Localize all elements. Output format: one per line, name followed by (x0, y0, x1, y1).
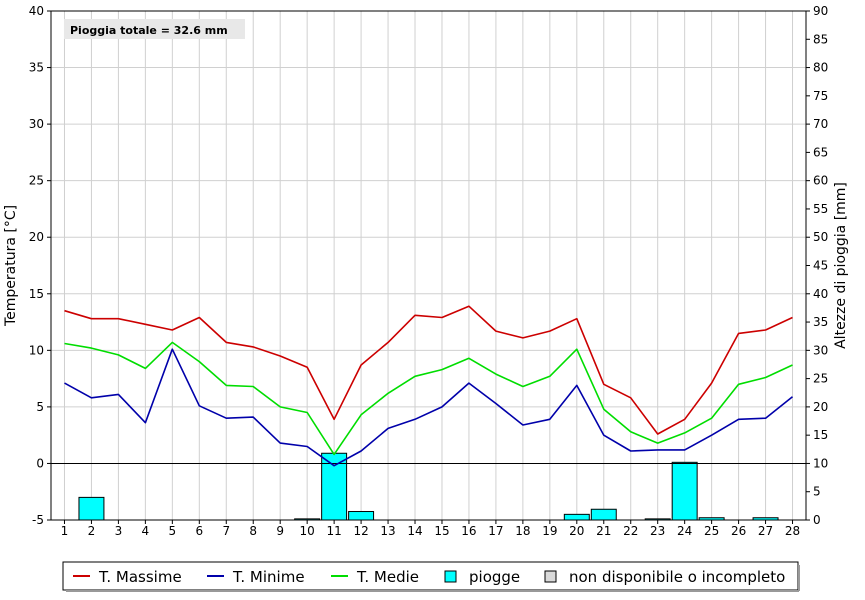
grid-lines (51, 10, 806, 521)
axes: -505101520253035400510152025303540455055… (29, 4, 829, 538)
legend: T. Massime T. Minime T. Medie piogge non dis… (62, 561, 800, 592)
y-tick-label-left: 30 (29, 117, 44, 131)
y-tick-label-right: 10 (813, 456, 828, 470)
rain-bar (348, 511, 375, 521)
y-tick-label-left: 10 (29, 343, 44, 357)
y-axis-label-right: Altezze di pioggia [mm] (833, 182, 849, 349)
y-tick-label-right: 0 (813, 513, 821, 527)
y-tick-label-right: 85 (813, 32, 828, 46)
x-tick-label: 20 (569, 524, 584, 538)
x-tick-label: 26 (731, 524, 746, 538)
x-tick-label: 25 (704, 524, 719, 538)
y-tick-label-left: 35 (29, 61, 44, 75)
y-tick-label-right: 45 (813, 259, 828, 273)
x-tick-label: 1 (61, 524, 69, 538)
y-tick-label-right: 55 (813, 202, 828, 216)
x-tick-label: 16 (461, 524, 476, 538)
y-tick-label-left: 20 (29, 230, 44, 244)
y-tick-label-left: 40 (29, 4, 44, 18)
y-tick-label-right: 80 (813, 61, 828, 75)
x-tick-label: 3 (115, 524, 123, 538)
annotation-box (64, 19, 245, 39)
y-tick-label-right: 50 (813, 230, 828, 244)
y-tick-label-right: 40 (813, 287, 828, 301)
rain-bar (563, 513, 590, 521)
legend-non-label: non disponibile o incompleto (569, 568, 785, 586)
legend-non-swatch (544, 570, 557, 583)
rain-bar (78, 496, 105, 521)
y-tick-label-right: 60 (813, 174, 828, 188)
legend-t-label: T. Medie (356, 568, 419, 586)
x-tick-label: 7 (222, 524, 230, 538)
y-tick-label-left: 5 (36, 400, 44, 414)
y-tick-label-right: 15 (813, 428, 828, 442)
series-line-tmedie (64, 341, 793, 456)
x-tick-label: 2 (88, 524, 96, 538)
x-tick-label: 4 (142, 524, 150, 538)
x-tick-label: 14 (407, 524, 422, 538)
x-tick-label: 21 (596, 524, 611, 538)
y-tick-label-left: 0 (36, 456, 44, 470)
x-tick-label: 18 (515, 524, 530, 538)
y-tick-label-right: 30 (813, 343, 828, 357)
legend-t-label: T. Massime (98, 568, 182, 586)
y-tick-label-right: 5 (813, 485, 821, 499)
series-line-tmassime (64, 305, 793, 435)
y-tick-label-left: 15 (29, 287, 44, 301)
legend-piogge-swatch (444, 570, 457, 583)
rain-total-annotation: Pioggia totale = 32.6 mm (64, 19, 245, 39)
x-tick-label: 23 (650, 524, 665, 538)
x-tick-label: 22 (623, 524, 638, 538)
rain-total-label: Pioggia totale = 32.6 mm (70, 24, 228, 37)
y-tick-label-right: 90 (813, 4, 828, 18)
x-tick-label: 15 (434, 524, 449, 538)
x-tick-label: 5 (169, 524, 177, 538)
x-tick-label: 17 (488, 524, 503, 538)
x-tick-label: 24 (677, 524, 692, 538)
rain-bar (590, 508, 617, 521)
x-tick-label: 28 (785, 524, 800, 538)
x-tick-label: 13 (380, 524, 395, 538)
x-tick-label: 8 (249, 524, 257, 538)
y-axis-label-left: Temperatura [°C] (3, 205, 19, 327)
x-tick-label: 27 (758, 524, 773, 538)
rain-bar (671, 461, 698, 521)
x-tick-label: 6 (195, 524, 203, 538)
y-tick-label-right: 70 (813, 117, 828, 131)
y-tick-label-right: 35 (813, 315, 828, 329)
temperature-lines (64, 305, 793, 467)
y-tick-label-right: 65 (813, 145, 828, 159)
x-tick-label: 9 (276, 524, 284, 538)
x-tick-label: 19 (542, 524, 557, 538)
x-tick-label: 12 (353, 524, 368, 538)
legend-t-label: T. Minime (232, 568, 305, 586)
y-tick-label-left: 25 (29, 174, 44, 188)
y-tick-label-right: 75 (813, 89, 828, 103)
series-line-tminime (64, 348, 793, 467)
x-tick-label: 11 (326, 524, 341, 538)
y-tick-label-left: -5 (32, 513, 44, 527)
x-tick-label: 10 (300, 524, 315, 538)
y-tick-label-right: 25 (813, 372, 828, 386)
legend-piogge-label: piogge (469, 568, 520, 586)
y-tick-label-right: 20 (813, 400, 828, 414)
